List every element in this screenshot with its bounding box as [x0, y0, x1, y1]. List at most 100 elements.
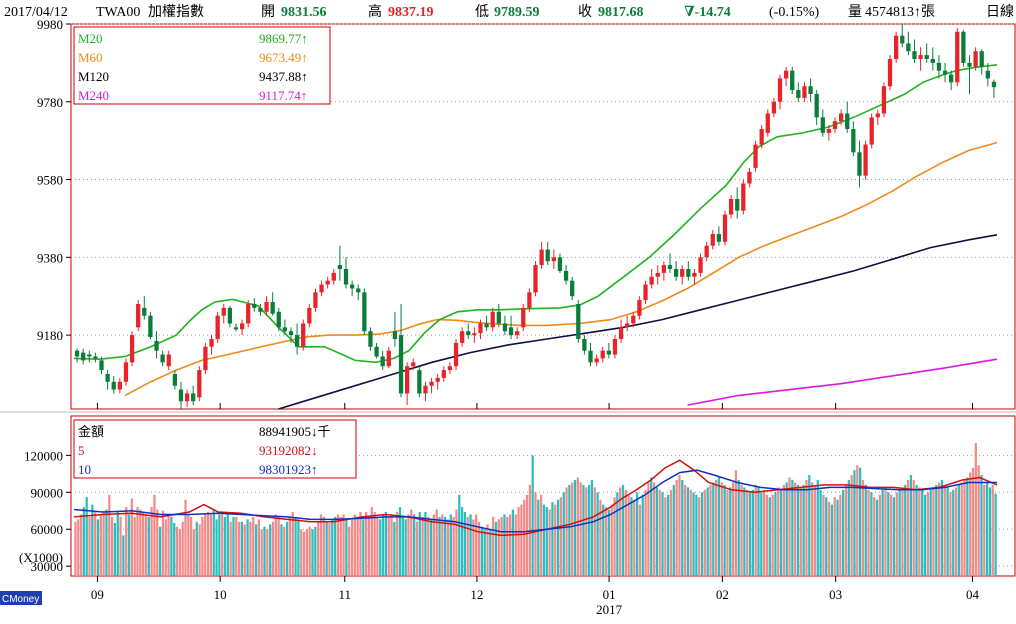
candle-body [924, 55, 929, 59]
quote-header: 2017/04/12 TWA00 加權指數 開 9831.56 高 9837.1… [4, 3, 1014, 20]
candle-body [362, 292, 367, 332]
volume-bar [410, 509, 413, 576]
volume-bar [353, 514, 356, 576]
volume-bar [390, 514, 393, 576]
volume-bar [946, 487, 949, 576]
volume-bar [333, 516, 337, 576]
volume-bar [130, 498, 133, 576]
candle-body [197, 370, 202, 398]
candle-body [698, 257, 703, 273]
volume-bar [308, 526, 311, 576]
volume-bar [139, 509, 142, 576]
candle-body [368, 331, 373, 347]
price-y-axis: 9980 9780 9580 9380 9180 [37, 17, 71, 343]
candle-body [239, 323, 245, 330]
volume-bar [943, 484, 946, 576]
volume-bar [548, 509, 551, 576]
volume-bar [508, 514, 512, 576]
candlestick-series [74, 24, 997, 409]
volume-bar [285, 521, 289, 576]
candle-body [123, 362, 129, 382]
volume-bar [743, 487, 746, 576]
volume-bar [178, 529, 181, 576]
volume-bar [483, 529, 486, 576]
volume-bar [170, 516, 173, 576]
volume-bar [469, 514, 472, 576]
candle-body [570, 280, 575, 297]
volume-bar [206, 512, 210, 576]
volume-bar [887, 492, 890, 576]
x-year-label: 2017 [596, 602, 623, 617]
candle-body [949, 74, 954, 83]
candle-body [221, 307, 226, 316]
volume-bar [336, 514, 340, 576]
volume-bar [424, 512, 427, 576]
volume-bar [110, 516, 114, 576]
volume-bar [898, 489, 901, 576]
volume-bar [842, 489, 845, 576]
candle-body [820, 117, 825, 133]
volume-bar [836, 499, 839, 576]
volume-bar [212, 509, 215, 576]
volume-tick-label: 60000 [31, 522, 64, 537]
volume-bar [878, 494, 881, 576]
volume-bar [545, 507, 548, 576]
volume-bar [774, 492, 777, 576]
volume-bar [82, 507, 86, 576]
period-tab[interactable]: 日線 [986, 4, 1014, 20]
volume-bar [164, 519, 167, 576]
volume-bar [952, 489, 955, 576]
x-tick-label: 10 [214, 587, 227, 602]
volume-bar [985, 482, 989, 576]
candle-body [747, 171, 752, 184]
volume-bar [802, 484, 805, 576]
volume-bar [881, 489, 884, 576]
volume-bar [427, 516, 430, 576]
m240-line [687, 358, 998, 406]
volume-bar [412, 514, 416, 576]
volume-bar [362, 519, 365, 576]
volume-bar [969, 472, 972, 576]
volume-bar [768, 497, 771, 576]
volume-bar [297, 519, 300, 576]
volume-bar [794, 482, 797, 576]
close-label: 收 [578, 4, 592, 20]
volume-bar [156, 509, 159, 576]
volume-bar [328, 523, 331, 576]
candle-body [808, 86, 813, 94]
volume-bar [345, 519, 348, 576]
volume-bar [568, 484, 571, 576]
candle-body [142, 307, 147, 316]
volume-bar [125, 507, 128, 576]
legend-vma5-label: 5 [78, 443, 85, 458]
high-label: 高 [368, 3, 382, 20]
candle-body [900, 35, 905, 44]
volume-bar [393, 521, 396, 576]
candle-body [655, 272, 660, 277]
volume-bar [757, 487, 760, 576]
candle-body [356, 288, 361, 293]
volume-bar [796, 484, 800, 576]
volume-bar [167, 514, 170, 576]
volume-bar [384, 512, 388, 576]
volume-bar [926, 492, 929, 576]
volume-bar [763, 489, 766, 576]
volume-bar [844, 484, 848, 576]
candle-body [918, 55, 923, 59]
volume-bar [144, 514, 148, 576]
volume-bar [480, 526, 483, 576]
volume-bar [977, 465, 980, 576]
volume-bar [940, 480, 944, 576]
volume-bar [562, 492, 565, 576]
candle-body [87, 354, 92, 357]
candle-body [606, 350, 611, 355]
open-label: 開 [261, 5, 275, 20]
candle-body [191, 393, 196, 402]
volume-bar [751, 489, 754, 576]
volume-bar [246, 519, 249, 576]
volume-bar [88, 516, 91, 576]
volume-bar [223, 516, 227, 576]
candle-body [967, 62, 972, 67]
volume-bar [588, 484, 591, 576]
